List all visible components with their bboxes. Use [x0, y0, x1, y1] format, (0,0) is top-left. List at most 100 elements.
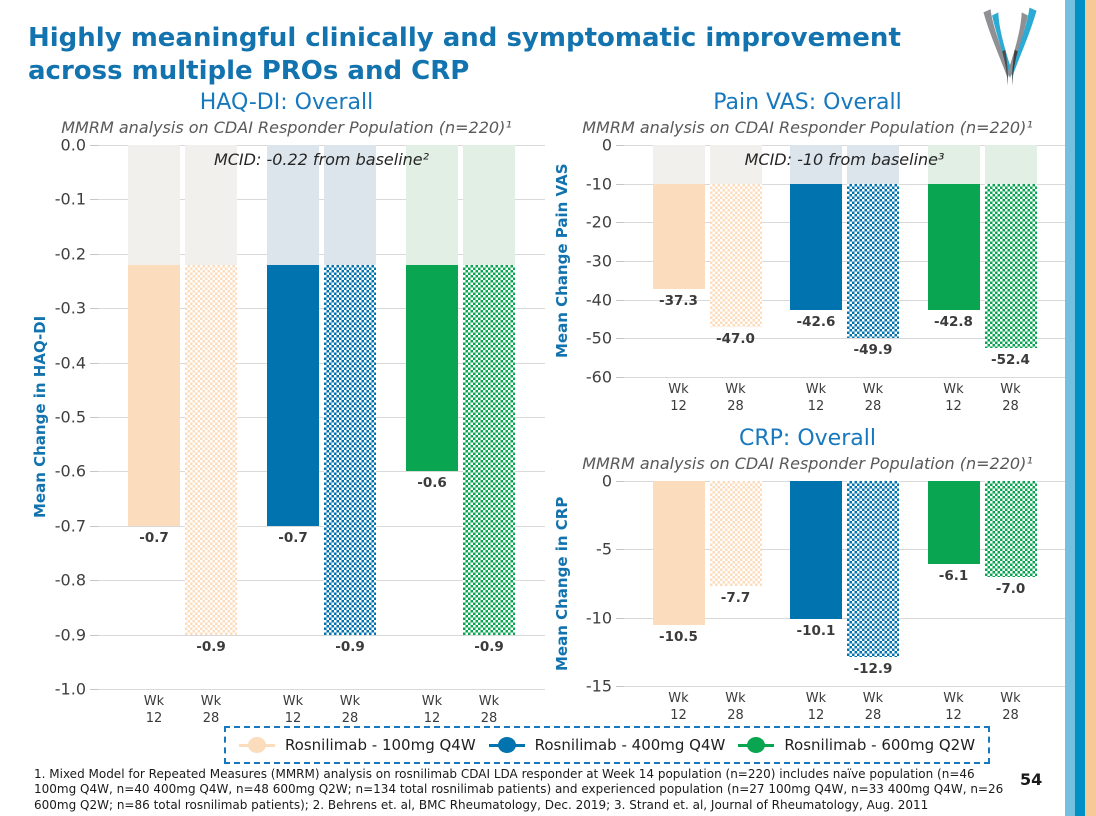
bar: -10.1 — [790, 481, 842, 639]
footnotes: 1. Mixed Model for Repeated Measures (MM… — [34, 767, 1004, 812]
gridline — [98, 145, 545, 146]
mcid-annotation: MCID: -10 from baseline³ — [744, 150, 945, 169]
legend-item-400mg: Rosnilimab - 400mg Q4W — [488, 736, 726, 754]
gridline — [98, 689, 545, 690]
bar: -6.1 — [927, 481, 980, 584]
value-label: -37.3 — [659, 293, 698, 310]
edge-stripe-light-blue — [1065, 0, 1075, 816]
bar-fill — [847, 481, 899, 658]
x-label-group: Wk 12 Wk 28 — [128, 694, 237, 728]
mcid-cap-segment — [185, 145, 237, 265]
gridline — [98, 634, 545, 636]
value-label: -7.7 — [720, 590, 751, 607]
gridline — [624, 481, 1065, 482]
chart-title: CRP: Overall — [739, 426, 876, 451]
x-tick-label: Wk 28 — [862, 382, 884, 414]
bar-fill — [984, 183, 1037, 348]
x-axis-labels: Wk 12 Wk 28 Wk 12 Wk 28 Wk 12 Wk 28 — [624, 382, 1065, 416]
y-axis: 0 -10 -20 -30 -40 -50 -60 — [574, 136, 624, 387]
bar-fill — [927, 183, 980, 311]
bar-slot: -49.9 — [847, 145, 899, 377]
y-tick-mark — [616, 549, 624, 551]
y-tick-label: -0.5 — [54, 407, 86, 427]
y-tick-mark — [90, 689, 98, 690]
bar-group: -0.6 -0.9 — [406, 145, 515, 689]
mcid-annotation: MCID: -0.22 from baseline² — [213, 150, 430, 169]
bar-slot: -52.4 — [984, 145, 1037, 377]
gridline — [624, 686, 1065, 687]
value-label: -42.6 — [796, 313, 836, 330]
bar-fill — [847, 183, 899, 338]
x-tick-label: Wk 12 — [421, 694, 443, 726]
y-tick-label: -50 — [585, 328, 612, 348]
bars: -0.7 -0.9 -0.7 -0.9 -0.6 -0.9 — [98, 145, 545, 689]
y-tick-label: -20 — [585, 212, 612, 232]
x-label-group: Wk 12 Wk 28 — [406, 694, 515, 728]
y-tick-label: -15 — [585, 676, 612, 696]
y-tick-mark — [90, 580, 98, 582]
bar-fill — [790, 183, 842, 310]
legend: Rosnilimab - 100mg Q4W Rosnilimab - 400m… — [224, 726, 990, 764]
gridline — [98, 580, 545, 582]
value-label: -52.4 — [991, 351, 1030, 368]
bar-group: -42.6 -49.9 — [790, 145, 899, 377]
x-label-group: Wk 12 Wk 28 — [928, 691, 1037, 725]
gridline — [624, 222, 1065, 224]
gridline — [98, 417, 545, 418]
value-label: -0.7 — [278, 529, 308, 546]
x-tick-label: Wk 12 — [943, 691, 964, 723]
x-tick-label: Wk 28 — [200, 694, 222, 726]
bar: -0.9 — [463, 145, 515, 655]
y-tick-mark — [90, 253, 98, 255]
y-tick-label: -0.1 — [54, 189, 86, 209]
bar: -47.0 — [709, 145, 762, 347]
mcid-cap-segment — [652, 145, 705, 184]
bar: -0.7 — [128, 145, 180, 546]
bar-fill — [652, 481, 705, 625]
bar: -42.8 — [927, 145, 980, 330]
bar-fill — [128, 264, 180, 526]
y-tick-mark — [90, 362, 98, 364]
gridline — [98, 362, 545, 364]
gridline — [624, 377, 1065, 378]
x-axis-labels: Wk 12 Wk 28 Wk 12 Wk 28 Wk 12 Wk 28 — [98, 694, 545, 728]
bar-slot: -12.9 — [847, 481, 899, 686]
legend-label: Rosnilimab - 400mg Q4W — [534, 736, 726, 754]
chart-subtitle: MMRM analysis on CDAI Responder Populati… — [61, 118, 512, 137]
y-tick-mark — [616, 222, 624, 224]
y-tick-label: -0.4 — [54, 353, 86, 373]
series-marker-icon — [738, 737, 775, 753]
bar: -52.4 — [984, 145, 1037, 368]
bar-slot: -6.1 — [927, 481, 980, 686]
bar-slot: -0.6 — [406, 145, 458, 689]
y-tick-label: 0.0 — [60, 135, 86, 155]
y-tick-label: -1.0 — [54, 679, 86, 699]
y-tick-mark — [616, 377, 624, 378]
y-tick-mark — [90, 199, 98, 201]
chart-title: Pain VAS: Overall — [713, 90, 902, 115]
chart-subtitle: MMRM analysis on CDAI Responder Populati… — [582, 118, 1033, 137]
x-tick-label: Wk 12 — [668, 691, 689, 723]
value-label: -6.1 — [938, 568, 969, 585]
x-label-group: Wk 12 Wk 28 — [928, 382, 1037, 416]
y-tick-label: 0 — [601, 135, 612, 155]
bar-fill — [927, 481, 980, 565]
bar-slot: -0.9 — [324, 145, 376, 689]
x-label-group: Wk 12 Wk 28 — [790, 691, 899, 725]
y-axis: 0.0 -0.1 -0.2 -0.3 -0.4 -0.5 -0.6 -0.7 -0.8 -0.9 -… — [52, 136, 98, 699]
slide-title: Highly meaningful clinically and symptom… — [28, 23, 901, 86]
y-tick-label: -5 — [596, 539, 612, 559]
x-tick-label: Wk 12 — [143, 694, 165, 726]
x-label-group: Wk 12 Wk 28 — [790, 382, 899, 416]
y-axis-title: Mean Change Pain VAS — [553, 163, 571, 359]
bar-fill — [652, 183, 705, 290]
edge-stripe-dark-blue — [1075, 0, 1085, 816]
x-tick-label: Wk 28 — [862, 691, 884, 723]
bar-fill — [709, 183, 762, 327]
gridline — [624, 261, 1065, 262]
bar: -10.5 — [652, 481, 705, 645]
bar-slot: -10.5 — [652, 481, 705, 686]
legend-label: Rosnilimab - 100mg Q4W — [284, 736, 476, 754]
y-tick-label: -0.6 — [54, 461, 86, 481]
bar: -7.0 — [984, 481, 1037, 597]
